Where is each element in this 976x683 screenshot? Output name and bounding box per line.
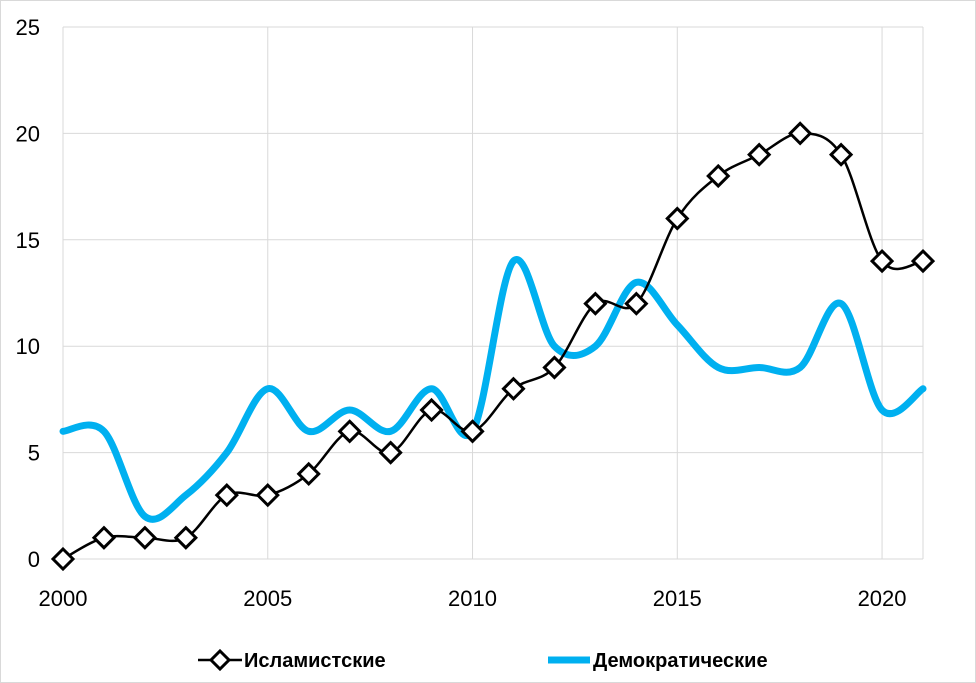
y-tick-label: 20 bbox=[16, 121, 40, 146]
data-point bbox=[501, 376, 526, 401]
x-axis-ticks: 2000 2005 2010 2015 2020 bbox=[39, 586, 907, 611]
x-tick-label: 2020 bbox=[858, 586, 907, 611]
x-tick-label: 2015 bbox=[653, 586, 702, 611]
data-point bbox=[91, 525, 117, 550]
legend-swatch-marker bbox=[208, 648, 232, 672]
x-tick-label: 2005 bbox=[243, 586, 292, 611]
data-point bbox=[747, 142, 772, 167]
x-tick-label: 2000 bbox=[39, 586, 88, 611]
data-point bbox=[460, 419, 485, 444]
x-tick-label: 2010 bbox=[448, 586, 497, 611]
y-axis-ticks: 0 5 10 15 20 25 bbox=[16, 15, 40, 572]
data-point bbox=[214, 483, 239, 508]
data-point bbox=[50, 546, 76, 572]
legend-label: Исламистские bbox=[244, 650, 386, 672]
data-point bbox=[828, 142, 854, 167]
data-point bbox=[132, 525, 158, 550]
series-line-1 bbox=[59, 256, 927, 523]
data-point bbox=[542, 355, 567, 380]
data-point bbox=[869, 248, 895, 274]
data-point bbox=[910, 248, 936, 274]
data-point bbox=[296, 461, 321, 487]
data-point bbox=[665, 206, 690, 231]
series-group bbox=[50, 121, 936, 572]
gridlines bbox=[62, 26, 924, 560]
data-point bbox=[788, 121, 813, 146]
legend: Исламистские Демократические bbox=[198, 648, 768, 672]
data-point bbox=[706, 163, 731, 189]
data-point bbox=[583, 291, 608, 316]
data-point bbox=[173, 525, 198, 550]
data-point bbox=[378, 440, 403, 465]
y-tick-label: 15 bbox=[16, 228, 40, 253]
data-point bbox=[419, 397, 444, 423]
y-tick-label: 10 bbox=[16, 334, 40, 359]
data-point bbox=[255, 483, 280, 508]
y-tick-label: 0 bbox=[28, 547, 40, 572]
data-point bbox=[337, 419, 362, 444]
data-point bbox=[624, 291, 649, 316]
y-tick-label: 25 bbox=[16, 15, 40, 40]
y-tick-label: 5 bbox=[28, 441, 40, 466]
legend-label: Демократические bbox=[593, 650, 768, 672]
